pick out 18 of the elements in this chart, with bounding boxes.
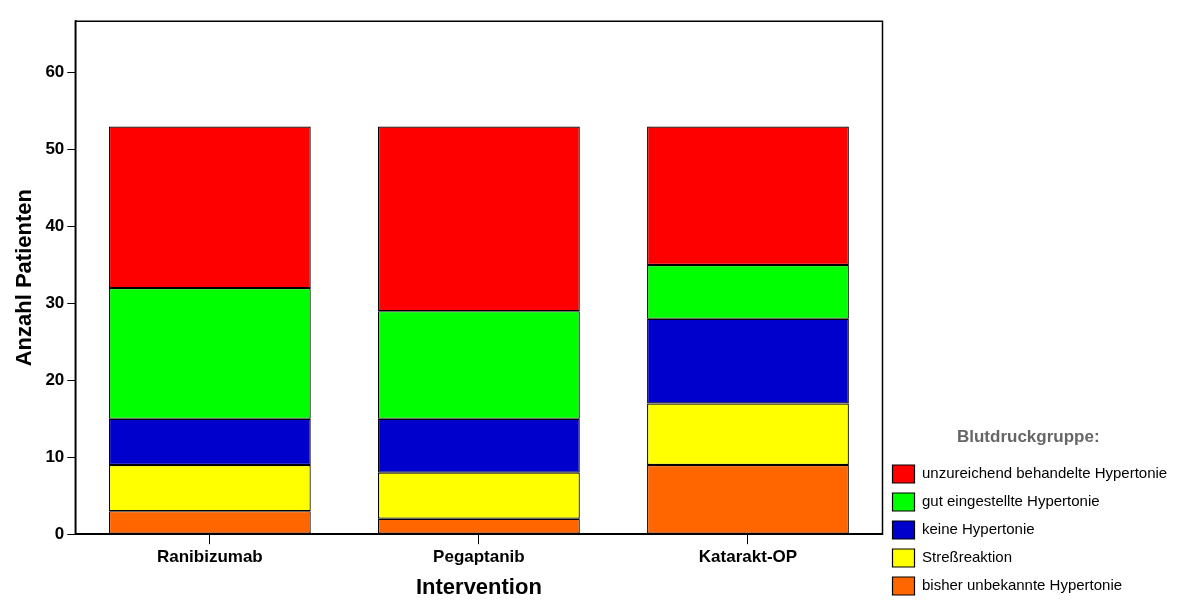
x-tick-label: Ranibizumab [156,547,263,567]
y-tick-label: 10 [45,446,65,466]
y-tick-label: 60 [45,62,65,82]
y-axis-title: Anzahl Patienten [11,189,37,367]
legend-label: gut eingestellte Hypertonie [922,492,1100,510]
x-axis-title: Intervention [415,573,542,599]
y-tick-label: 30 [45,293,65,313]
legend-label: bisher unbekannte Hypertonie [922,576,1123,594]
y-tick-label: 50 [45,139,65,159]
legend-label: unzureichend behandelte Hypertonie [922,464,1168,482]
x-tick-label: Katarakt-OP [698,547,798,567]
legend-label: keine Hypertonie [922,520,1035,538]
y-tick-label: 20 [45,370,65,390]
legend-title: Blutdruckgruppe: [956,426,1100,446]
legend-label: Streßreaktion [922,548,1013,566]
x-tick-label: Pegaptanib [433,547,525,567]
y-tick-label: 40 [45,216,65,236]
y-tick-label: 0 [54,523,65,543]
